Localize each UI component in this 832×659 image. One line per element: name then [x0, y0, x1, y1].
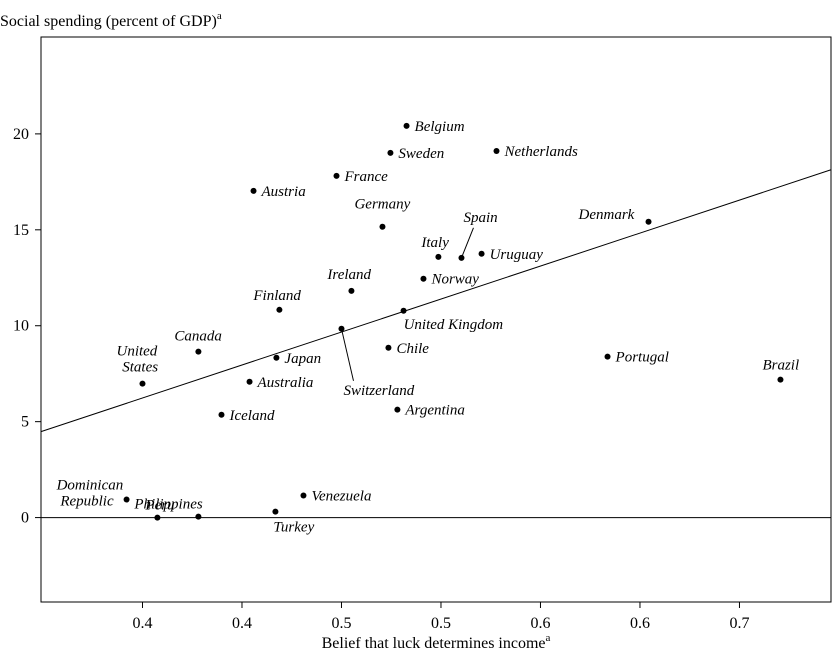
x-tick-label: 0.5: [431, 615, 451, 632]
point-label: Australia: [257, 375, 314, 391]
point: [478, 250, 485, 257]
point-label: Austria: [261, 184, 306, 200]
point: [139, 380, 146, 387]
y-tick-label: 0: [21, 510, 29, 527]
x-tick-label: 0.7: [729, 615, 749, 632]
point-label: Dominican Republic: [56, 478, 124, 510]
point: [333, 172, 340, 179]
y-tick-label: 10: [13, 318, 29, 335]
point-label: Portugal: [615, 350, 669, 366]
point: [394, 406, 401, 413]
point: [645, 218, 652, 225]
x-tick-label: 0.6: [530, 615, 550, 632]
point: [273, 354, 280, 361]
point: [272, 508, 279, 515]
leader-line: [461, 227, 474, 259]
point-label: Uruguay: [490, 247, 544, 263]
point-label: Spain: [463, 210, 497, 226]
y-tick-label: 5: [21, 414, 29, 431]
point-label: Germany: [354, 197, 410, 213]
point-label: Belgium: [415, 119, 465, 135]
point-label: Italy: [420, 235, 449, 251]
x-tick-label: 0.4: [232, 615, 252, 632]
label-line: Republic: [57, 494, 114, 510]
point: [403, 122, 410, 129]
point-label: Peru: [144, 498, 174, 514]
point: [379, 223, 386, 230]
point-label: France: [344, 169, 389, 185]
leader-line: [340, 328, 354, 381]
point: [276, 306, 283, 313]
point: [435, 253, 442, 260]
point: [123, 496, 130, 503]
point-label: United Kingdom: [404, 317, 504, 333]
point-label: Ireland: [326, 267, 371, 283]
point: [300, 492, 307, 499]
point-label: Sweden: [398, 146, 444, 162]
point: [195, 513, 202, 520]
point-label: Netherlands: [503, 144, 577, 160]
label-line: States: [118, 360, 158, 376]
plot-frame: [40, 36, 832, 603]
point: [154, 514, 161, 521]
point-label: Norway: [430, 272, 479, 288]
point-label: Denmark: [578, 207, 635, 223]
point-label: Canada: [174, 329, 222, 345]
x-tick-label: 0.5: [331, 615, 351, 632]
point-label: Iceland: [228, 408, 274, 424]
point: [348, 287, 355, 294]
point-label: Brazil: [762, 358, 799, 374]
y-tick-label: 15: [13, 222, 29, 239]
point: [493, 147, 500, 154]
label-line: United: [116, 344, 157, 360]
point-label: Chile: [396, 341, 429, 357]
point: [250, 187, 257, 194]
point: [400, 307, 407, 314]
x-tick-label: 0.6: [630, 615, 650, 632]
label-line: Dominican: [56, 478, 124, 494]
point: [604, 353, 611, 360]
point-label: Japan: [284, 351, 321, 367]
point: [218, 411, 225, 418]
point-label: Philippines: [133, 497, 202, 513]
point-label: Argentina: [404, 403, 464, 419]
point: [385, 344, 392, 351]
point: [195, 348, 202, 355]
x-tick-label: 0.4: [132, 615, 152, 632]
y-axis-label: Social spending (percent of GDP)a: [0, 10, 222, 30]
point: [387, 149, 394, 156]
point-label: Venezuela: [311, 489, 371, 505]
point: [777, 376, 784, 383]
point-label: Turkey: [273, 520, 314, 536]
point-label: Switzerland: [343, 383, 414, 399]
x-axis-label: Belief that luck determines incomea: [322, 632, 551, 652]
point-label: Finland: [252, 288, 301, 304]
y-tick-label: 20: [13, 126, 29, 143]
trend-line: [40, 169, 832, 433]
point: [420, 275, 427, 282]
point-label: United States: [116, 344, 158, 376]
point: [246, 378, 253, 385]
